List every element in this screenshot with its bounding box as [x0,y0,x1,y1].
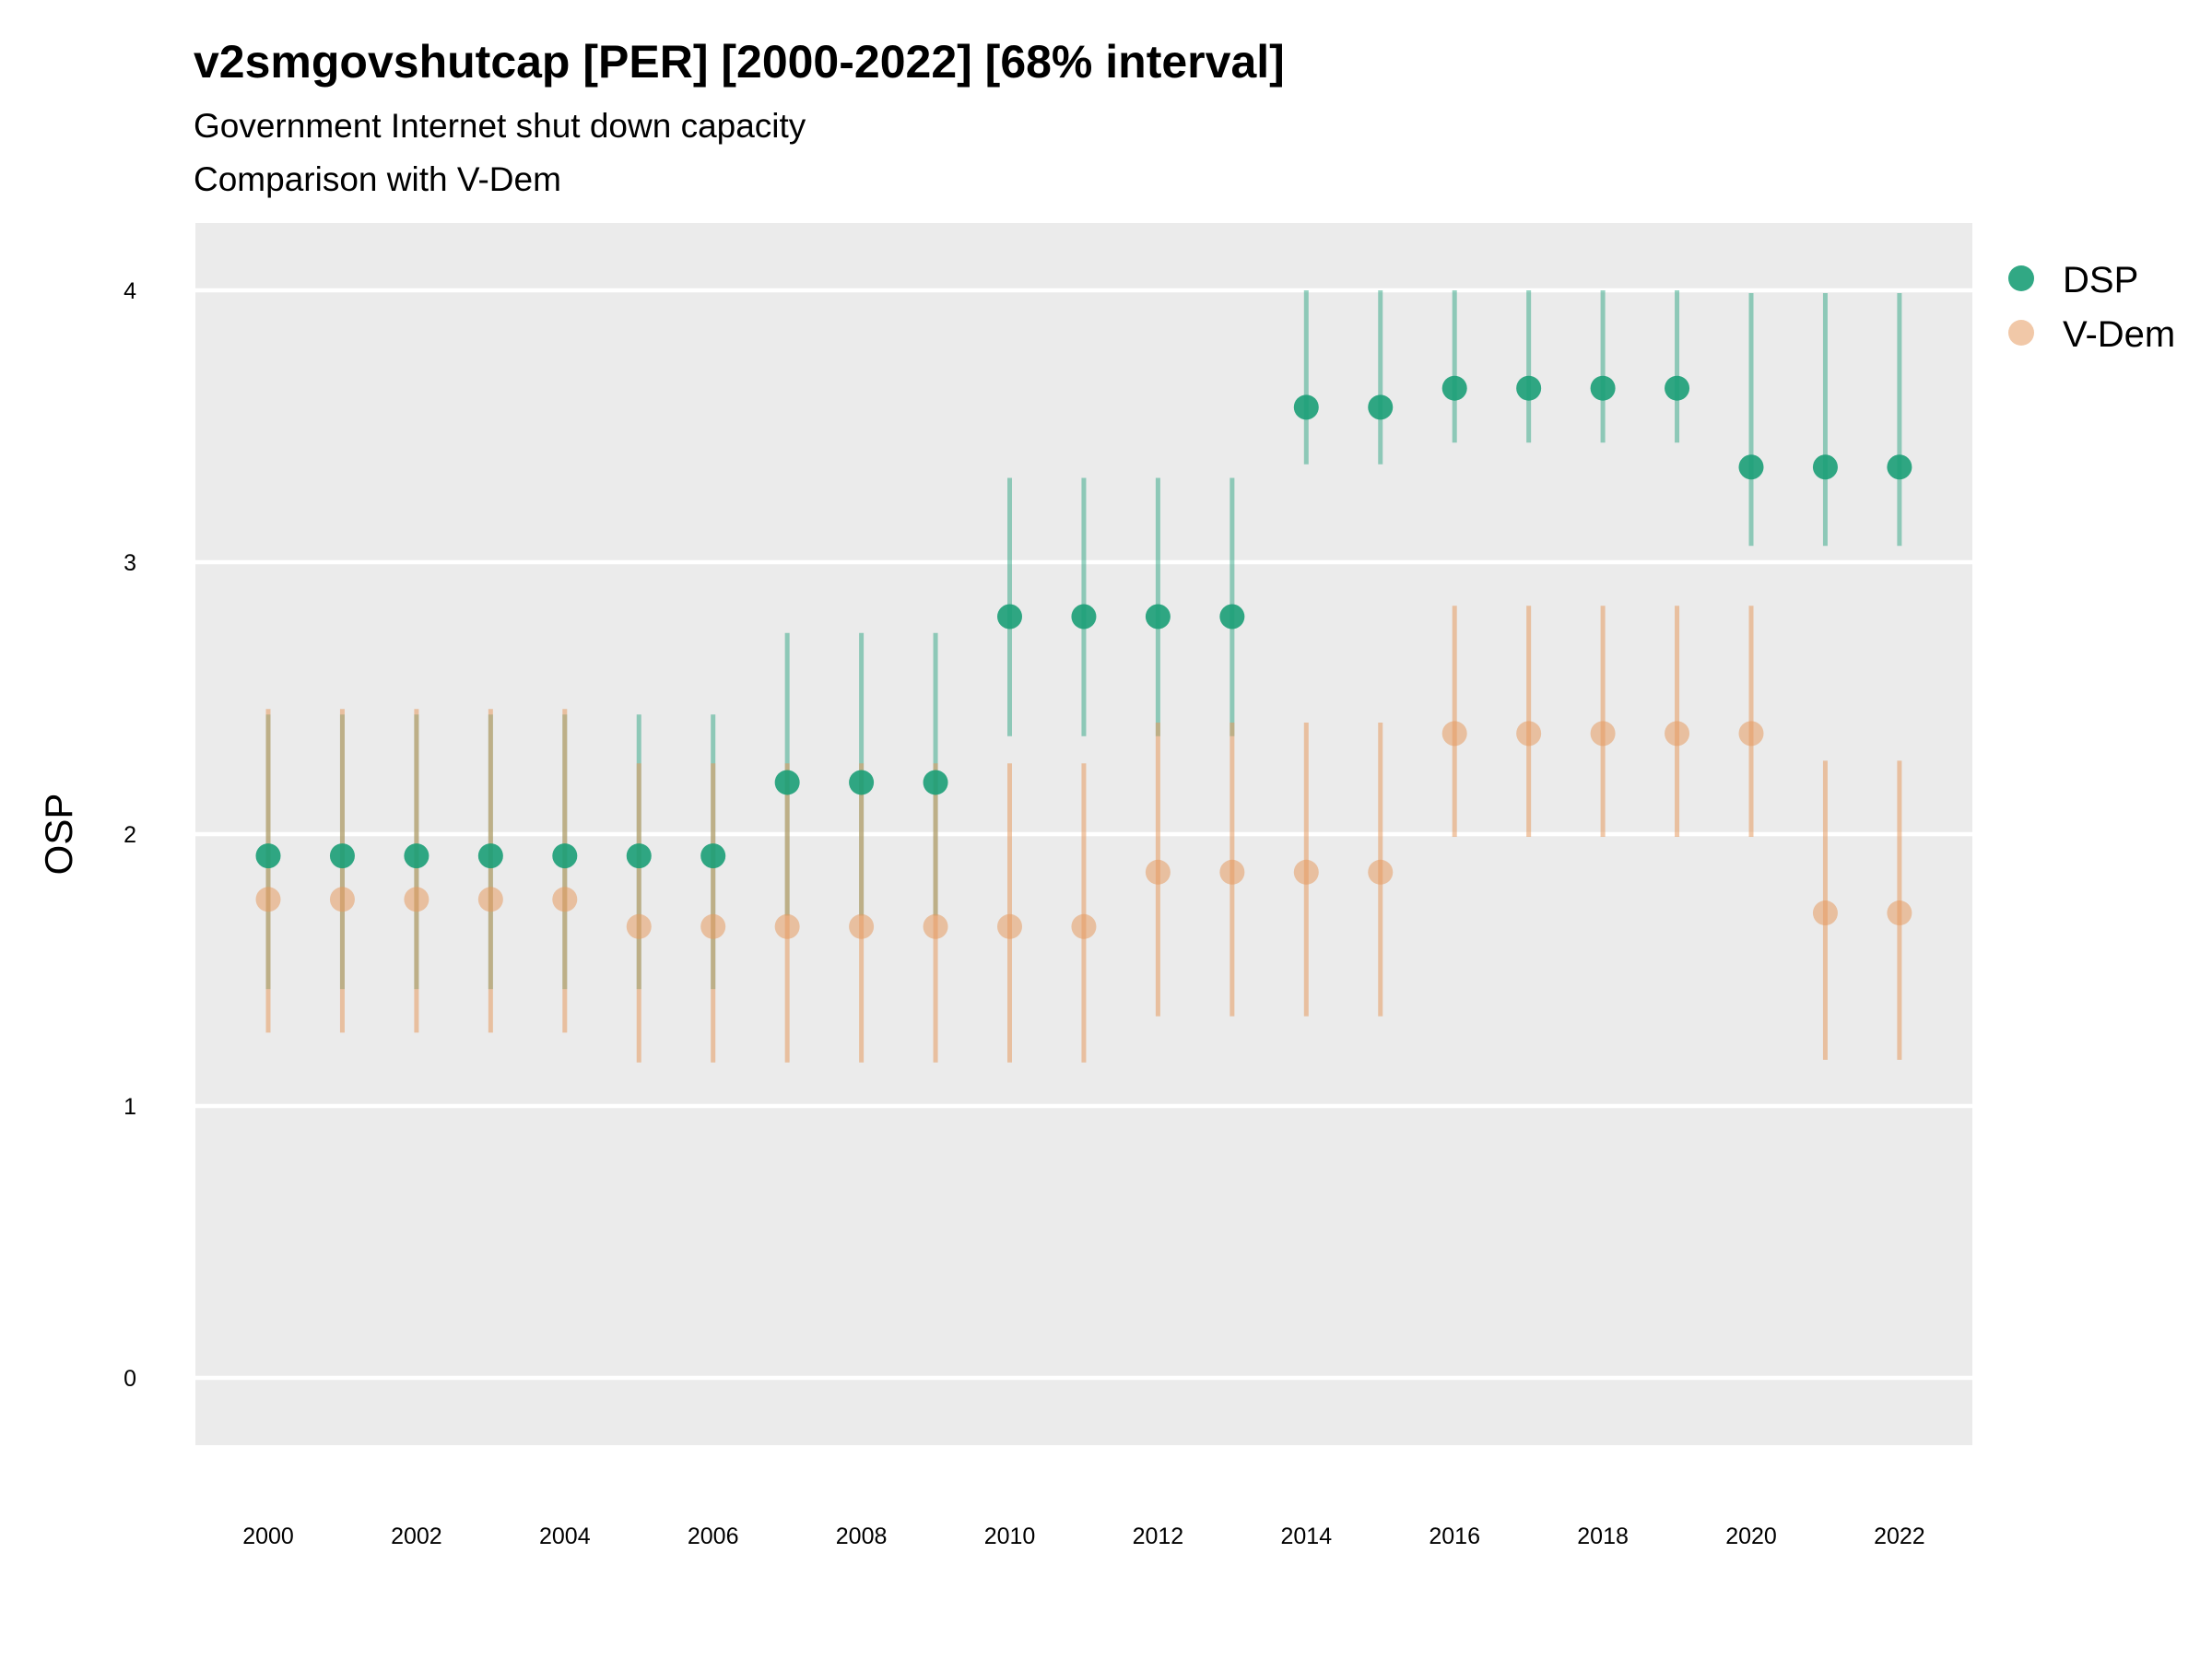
point-dsp-2021 [1812,454,1838,480]
point-vdem-2018 [1590,721,1616,747]
chart-title: v2smgovshutcap [PER] [2000-2022] [68% in… [194,36,1285,88]
x-tick-label-2010: 2010 [984,1524,1036,1549]
point-vdem-2015 [1368,859,1394,885]
x-tick-label-2012: 2012 [1133,1524,1184,1549]
legend-marker-dsp [2008,265,2034,291]
x-tick-label-2002: 2002 [391,1524,442,1549]
point-dsp-2014 [1293,394,1319,420]
point-vdem-2008 [849,913,875,939]
point-dsp-2000 [255,843,281,869]
y-axis-ticks: 0 1 2 3 4 [124,278,136,1392]
point-vdem-2007 [774,913,800,939]
series-vdem-points [255,721,1912,939]
point-dsp-2005 [626,843,652,869]
point-vdem-2010 [997,913,1022,939]
chart-subtitle-line-1: Government Internet shut down capacity [194,107,806,145]
series-dsp-points [255,375,1912,869]
point-dsp-2012 [1145,604,1171,629]
point-dsp-2011 [1071,604,1097,629]
point-dsp-2006 [700,843,726,869]
x-tick-label-2014: 2014 [1280,1524,1332,1549]
point-vdem-2011 [1071,913,1097,939]
point-vdem-2021 [1812,900,1838,926]
x-tick-label-2018: 2018 [1577,1524,1629,1549]
point-dsp-2002 [404,843,429,869]
point-dsp-2003 [477,843,503,869]
x-tick-label-2008: 2008 [836,1524,888,1549]
y-tick-label-0: 0 [124,1366,136,1392]
legend-label-vdem: V-Dem [2063,314,2175,355]
point-dsp-2004 [552,843,578,869]
point-vdem-2001 [329,887,355,912]
point-dsp-2001 [329,843,355,869]
point-dsp-2007 [774,770,800,795]
point-vdem-2003 [477,887,503,912]
point-dsp-2020 [1738,454,1764,480]
point-vdem-2013 [1219,859,1245,885]
point-vdem-2017 [1516,721,1542,747]
legend-marker-vdem [2008,320,2034,346]
y-tick-label-2: 2 [124,822,136,848]
point-dsp-2010 [997,604,1022,629]
point-dsp-2009 [923,770,948,795]
y-tick-label-3: 3 [124,550,136,576]
y-tick-label-1: 1 [124,1094,136,1120]
point-vdem-2020 [1738,721,1764,747]
chart-subtitle-line-2: Comparison with V-Dem [194,160,561,198]
point-vdem-2005 [626,913,652,939]
point-vdem-2022 [1887,900,1912,926]
x-tick-label-2004: 2004 [539,1524,591,1549]
legend: DSP V-Dem [2008,260,2175,355]
point-vdem-2014 [1293,859,1319,885]
x-tick-label-2000: 2000 [242,1524,294,1549]
point-dsp-2018 [1590,375,1616,401]
point-dsp-2017 [1516,375,1542,401]
x-tick-label-2006: 2006 [688,1524,739,1549]
x-tick-label-2020: 2020 [1725,1524,1777,1549]
series-vdem-intervals [265,606,1902,1063]
legend-label-dsp: DSP [2063,260,2138,300]
point-vdem-2004 [552,887,578,912]
point-dsp-2015 [1368,394,1394,420]
point-vdem-2009 [923,913,948,939]
point-vdem-2002 [404,887,429,912]
x-tick-label-2016: 2016 [1429,1524,1480,1549]
point-dsp-2019 [1665,375,1690,401]
point-dsp-2008 [849,770,875,795]
y-axis-title: OSP [37,794,80,876]
y-tick-label-4: 4 [124,278,136,304]
point-dsp-2022 [1887,454,1912,480]
point-dsp-2016 [1441,375,1467,401]
point-dsp-2013 [1219,604,1245,629]
x-tick-label-2022: 2022 [1874,1524,1925,1549]
point-vdem-2016 [1441,721,1467,747]
point-vdem-2012 [1145,859,1171,885]
point-vdem-2019 [1665,721,1690,747]
point-vdem-2006 [700,913,726,939]
data-series [255,290,1912,1063]
x-axis-ticks: 2000 2002 2004 2006 2008 2010 2012 2014 2016 2018… [242,1524,1925,1549]
point-vdem-2000 [255,887,281,912]
